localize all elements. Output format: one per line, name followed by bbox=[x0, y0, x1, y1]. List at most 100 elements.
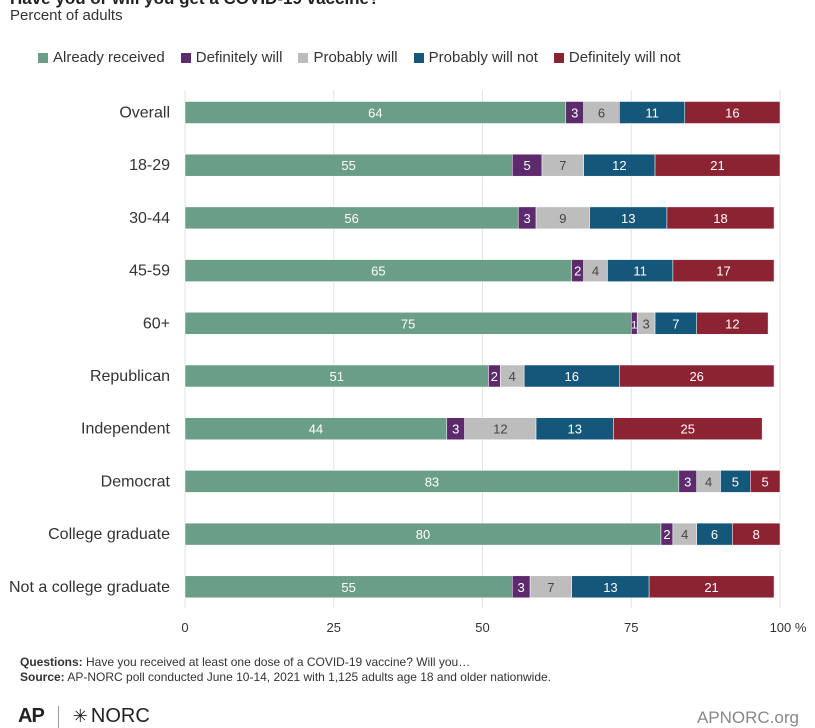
legend-label: Probably will not bbox=[428, 49, 538, 66]
legend: Already received Definitely will Probabl… bbox=[38, 49, 697, 66]
legend-swatch bbox=[298, 52, 309, 63]
data-label: 80 bbox=[416, 527, 430, 542]
bar-segment bbox=[613, 417, 763, 440]
data-label: 3 bbox=[571, 106, 578, 121]
data-label: 4 bbox=[592, 264, 599, 279]
bar-segment bbox=[648, 575, 775, 599]
data-label: 3 bbox=[518, 580, 525, 595]
data-label: 16 bbox=[725, 106, 739, 121]
bar-segment bbox=[666, 206, 775, 230]
data-label: 16 bbox=[565, 369, 579, 384]
data-label: 7 bbox=[547, 580, 554, 595]
data-label: 2 bbox=[491, 369, 498, 384]
category-label: 45-59 bbox=[129, 263, 170, 280]
bar-segment bbox=[654, 153, 781, 177]
legend-swatch bbox=[413, 52, 424, 63]
legend-item-definitely-will: Definitely will bbox=[180, 49, 283, 66]
data-label: 13 bbox=[567, 422, 581, 437]
legend-item-definitely-will-not: Definitely will not bbox=[553, 49, 681, 66]
bar-segment bbox=[732, 522, 781, 546]
data-label: 75 bbox=[401, 316, 415, 331]
source-label: Source: bbox=[20, 670, 65, 684]
chart-subtitle: Percent of adults bbox=[10, 7, 123, 24]
legend-item-already-received: Already received bbox=[38, 49, 165, 66]
logo-divider bbox=[57, 705, 59, 728]
x-tick-label: 25 bbox=[327, 620, 341, 635]
category-label: Independent bbox=[81, 421, 171, 438]
legend-label: Already received bbox=[53, 49, 165, 66]
chart-title: Have you or will you get a COVID-19 vacc… bbox=[10, 0, 379, 9]
data-label: 4 bbox=[509, 369, 516, 384]
data-label: 3 bbox=[684, 474, 691, 489]
data-label: 44 bbox=[309, 422, 323, 437]
questions-label: Questions: bbox=[20, 655, 83, 669]
category-label: Republican bbox=[90, 368, 170, 385]
data-label: 11 bbox=[645, 106, 659, 121]
category-label: 60+ bbox=[143, 315, 170, 332]
data-label: 7 bbox=[672, 316, 679, 331]
category-label: Democrat bbox=[101, 473, 171, 490]
star-icon: ✳ bbox=[72, 706, 88, 726]
category-label: 30-44 bbox=[129, 210, 170, 227]
data-label: 83 bbox=[425, 474, 439, 489]
data-label: 7 bbox=[559, 158, 566, 173]
x-tick-label: 50 bbox=[475, 620, 489, 635]
x-tick-label: 75 bbox=[624, 620, 638, 635]
footer-source: Source: AP-NORC poll conducted June 10-1… bbox=[20, 670, 551, 684]
data-label: 55 bbox=[341, 158, 355, 173]
data-label: 5 bbox=[732, 474, 739, 489]
bar-segment bbox=[619, 364, 775, 388]
data-label: 13 bbox=[603, 580, 617, 595]
data-label: 4 bbox=[681, 527, 688, 542]
data-label: 9 bbox=[559, 211, 566, 226]
legend-item-probably-will: Probably will bbox=[298, 49, 398, 66]
data-label: 5 bbox=[524, 158, 531, 173]
category-label: Not a college graduate bbox=[9, 579, 170, 596]
legend-label: Definitely will bbox=[195, 49, 283, 66]
legend-label: Probably will bbox=[313, 49, 398, 66]
data-label: 21 bbox=[710, 158, 724, 173]
bar-segment bbox=[684, 101, 781, 124]
questions-text: Have you received at least one dose of a… bbox=[86, 655, 471, 669]
data-label: 2 bbox=[574, 264, 581, 279]
data-label: 65 bbox=[371, 264, 385, 279]
x-tick-label: 0 bbox=[181, 620, 188, 635]
bar-segment bbox=[750, 470, 781, 493]
data-label: 17 bbox=[716, 264, 730, 279]
data-label: 13 bbox=[621, 211, 635, 226]
data-label: 56 bbox=[344, 211, 358, 226]
data-label: 3 bbox=[643, 316, 650, 331]
data-label: 51 bbox=[329, 369, 343, 384]
source-text: AP-NORC poll conducted June 10-14, 2021 … bbox=[67, 670, 552, 684]
norc-logo-text: NORC bbox=[90, 705, 150, 727]
data-label: 26 bbox=[689, 369, 703, 384]
site-link[interactable]: APNORC.org bbox=[696, 708, 799, 727]
data-label: 1 bbox=[631, 319, 637, 331]
data-label: 3 bbox=[524, 211, 531, 226]
legend-label: Definitely will not bbox=[568, 49, 681, 66]
x-tick-label: 100 % bbox=[770, 620, 807, 635]
data-label: 12 bbox=[725, 316, 739, 331]
legend-swatch bbox=[553, 52, 564, 63]
legend-swatch bbox=[38, 52, 48, 63]
data-label: 12 bbox=[493, 422, 507, 437]
data-label: 11 bbox=[633, 264, 647, 279]
data-label: 25 bbox=[681, 422, 695, 437]
norc-logo: ✳ NORC bbox=[73, 705, 150, 728]
footer-questions: Questions: Have you received at least on… bbox=[20, 655, 470, 669]
data-label: 55 bbox=[341, 580, 355, 595]
legend-swatch bbox=[180, 52, 191, 63]
ap-logo: AP bbox=[18, 705, 45, 727]
data-label: 6 bbox=[598, 106, 605, 121]
data-label: 12 bbox=[612, 158, 626, 173]
data-label: 2 bbox=[663, 527, 670, 542]
data-label: 5 bbox=[762, 474, 769, 489]
category-label: College graduate bbox=[48, 526, 170, 543]
data-label: 21 bbox=[704, 580, 718, 595]
data-label: 4 bbox=[705, 474, 712, 489]
bar-segment bbox=[672, 259, 775, 282]
bar-segment bbox=[696, 312, 769, 335]
legend-item-probably-will-not: Probably will not bbox=[413, 49, 538, 66]
data-label: 3 bbox=[452, 422, 459, 437]
